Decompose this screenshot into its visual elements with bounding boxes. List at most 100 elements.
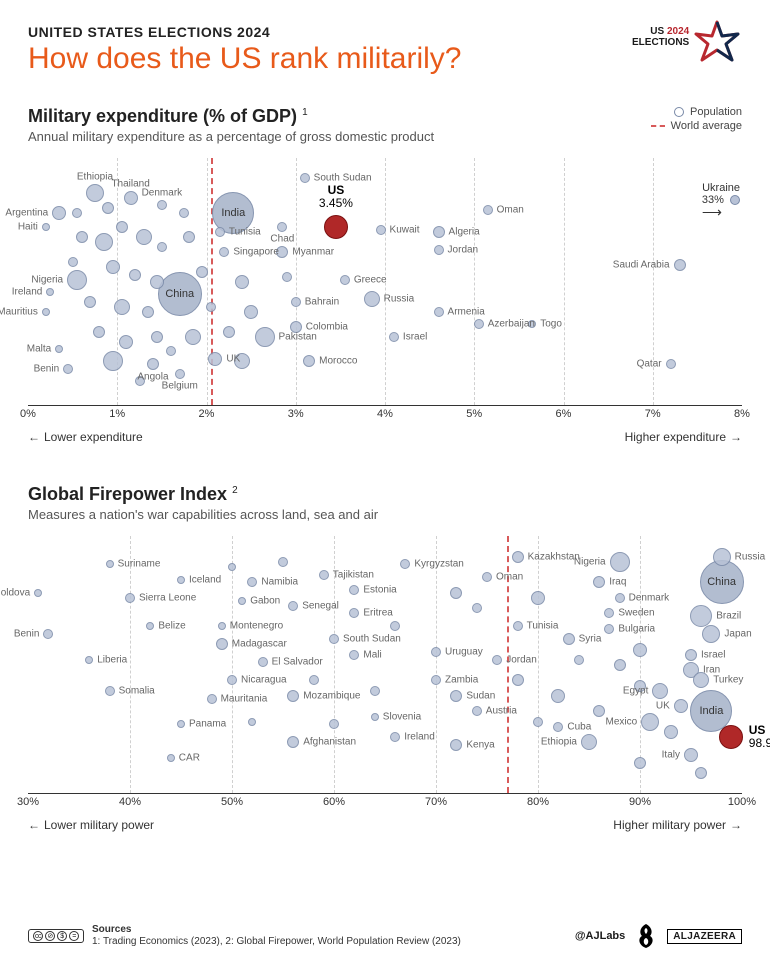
bubble-japan (702, 625, 720, 643)
gridline (640, 536, 641, 793)
bubble-namibia (247, 577, 257, 587)
bubble-label: Morocco (319, 356, 357, 367)
gridline (334, 536, 335, 793)
bubble-somalia (105, 686, 115, 696)
bubble (84, 296, 96, 308)
bubble-zambia (431, 675, 441, 685)
bubble-southsudan (329, 634, 339, 644)
axis-tick: 30% (17, 796, 39, 808)
bubble (450, 587, 462, 599)
bubble-label: Mali (363, 649, 381, 660)
bubble-label: Ireland (12, 286, 43, 297)
bubble-label: Saudi Arabia (613, 259, 670, 270)
bubble (72, 208, 82, 218)
bubble-label: Panama (189, 719, 226, 730)
bubble-label: Liberia (97, 654, 127, 665)
bubble-label: Suriname (118, 559, 161, 570)
bubble (119, 335, 133, 349)
bubble-label: Benin (14, 629, 40, 640)
bubble-label: Ireland (404, 732, 435, 743)
bubble-mexico (641, 713, 659, 731)
bubble-label: Myanmar (292, 247, 334, 258)
bubble-label: Jordan (506, 654, 537, 665)
legend: Population World average (651, 106, 742, 134)
ukraine-outlier-note: Ukraine33% ⟶ (702, 182, 740, 218)
bubble-label: CAR (179, 752, 200, 763)
bubble-mali (349, 650, 359, 660)
bubble (142, 306, 154, 318)
bubble-montenegro (218, 622, 226, 630)
axis-tick: 6% (556, 408, 572, 420)
bubble (533, 717, 543, 727)
bubble-label: Austria (486, 706, 517, 717)
bubble (370, 686, 380, 696)
gridline (436, 536, 437, 793)
bubble-liberia (85, 656, 93, 664)
axis-tick: 7% (645, 408, 661, 420)
bubble-label: Mauritania (221, 693, 268, 704)
bubble-colombia (290, 321, 302, 333)
bubble (102, 202, 114, 214)
chart2-subtitle: Measures a nation's war capabilities acr… (28, 507, 742, 522)
chart-firepower-index: Global Firepower Index 2 Measures a nati… (28, 484, 742, 840)
bubble-algeria (433, 226, 445, 238)
bubble-israel (389, 332, 399, 342)
bubble (235, 275, 249, 289)
bubble-label: South Sudan (314, 172, 372, 183)
bubble-label: Nigeria (574, 556, 606, 567)
bubble (282, 272, 292, 282)
bubble-slovenia (371, 713, 379, 721)
bubble-label: Tunisia (527, 621, 559, 632)
bubble-iraq (593, 576, 605, 588)
logo-us: US (650, 26, 664, 37)
bubble-austria (472, 706, 482, 716)
bubble-label: Somalia (119, 685, 155, 696)
bubble (166, 346, 176, 356)
bubble-iceland (177, 576, 185, 584)
bubble-label: Oman (497, 205, 524, 216)
bubble-label: Uruguay (445, 647, 483, 658)
bubble-label: Bahrain (305, 296, 339, 307)
bubble-bahrain (291, 297, 301, 307)
logo-year: 2024 (667, 26, 689, 37)
bubble-pakistan (255, 327, 275, 347)
bubble-label: Argentina (5, 207, 48, 218)
bubble-denmark (615, 593, 625, 603)
bubble (228, 563, 236, 571)
bubble-azerbaijan (474, 319, 484, 329)
bubble-label: Montenegro (230, 621, 283, 632)
bubble (248, 718, 256, 726)
gridline (474, 158, 475, 405)
bubble-qatar (666, 359, 676, 369)
bubble-bulgaria (604, 624, 614, 634)
bubble-ethiopia (581, 734, 597, 750)
bubble (472, 603, 482, 613)
chart1-ticks: 0%1%2%3%4%5%6%7%8% (28, 406, 742, 428)
bubble (309, 675, 319, 685)
bubble-label: South Sudan (343, 634, 401, 645)
bubble-label: Tajikistan (333, 569, 374, 580)
bubble-oman (482, 572, 492, 582)
bubble-label: UK (656, 701, 670, 712)
gridline (207, 158, 208, 405)
axis-tick: 80% (527, 796, 549, 808)
bubble-label: Gabon (250, 595, 280, 606)
bubble-tajikistan (319, 570, 329, 580)
bubble (136, 229, 152, 245)
bubble-tunisia (215, 227, 225, 237)
bubble-sudan (450, 690, 462, 702)
bubble-afghanistan (287, 736, 299, 748)
bubble (157, 242, 167, 252)
bubble-kazakhstan (512, 551, 524, 563)
chart1-sup: 1 (302, 107, 308, 118)
bubble (179, 208, 189, 218)
chart2-sup: 2 (232, 485, 238, 496)
bubble-malta (55, 345, 63, 353)
aljazeera-logo-icon (635, 923, 657, 949)
bubble-label: Ethiopia (77, 171, 113, 182)
sources-text: 1: Trading Economics (2023), 2: Global F… (92, 936, 461, 947)
bubble-greece (340, 275, 350, 285)
bubble-estonia (349, 585, 359, 595)
bubble-singapore (219, 247, 229, 257)
bubble (151, 331, 163, 343)
